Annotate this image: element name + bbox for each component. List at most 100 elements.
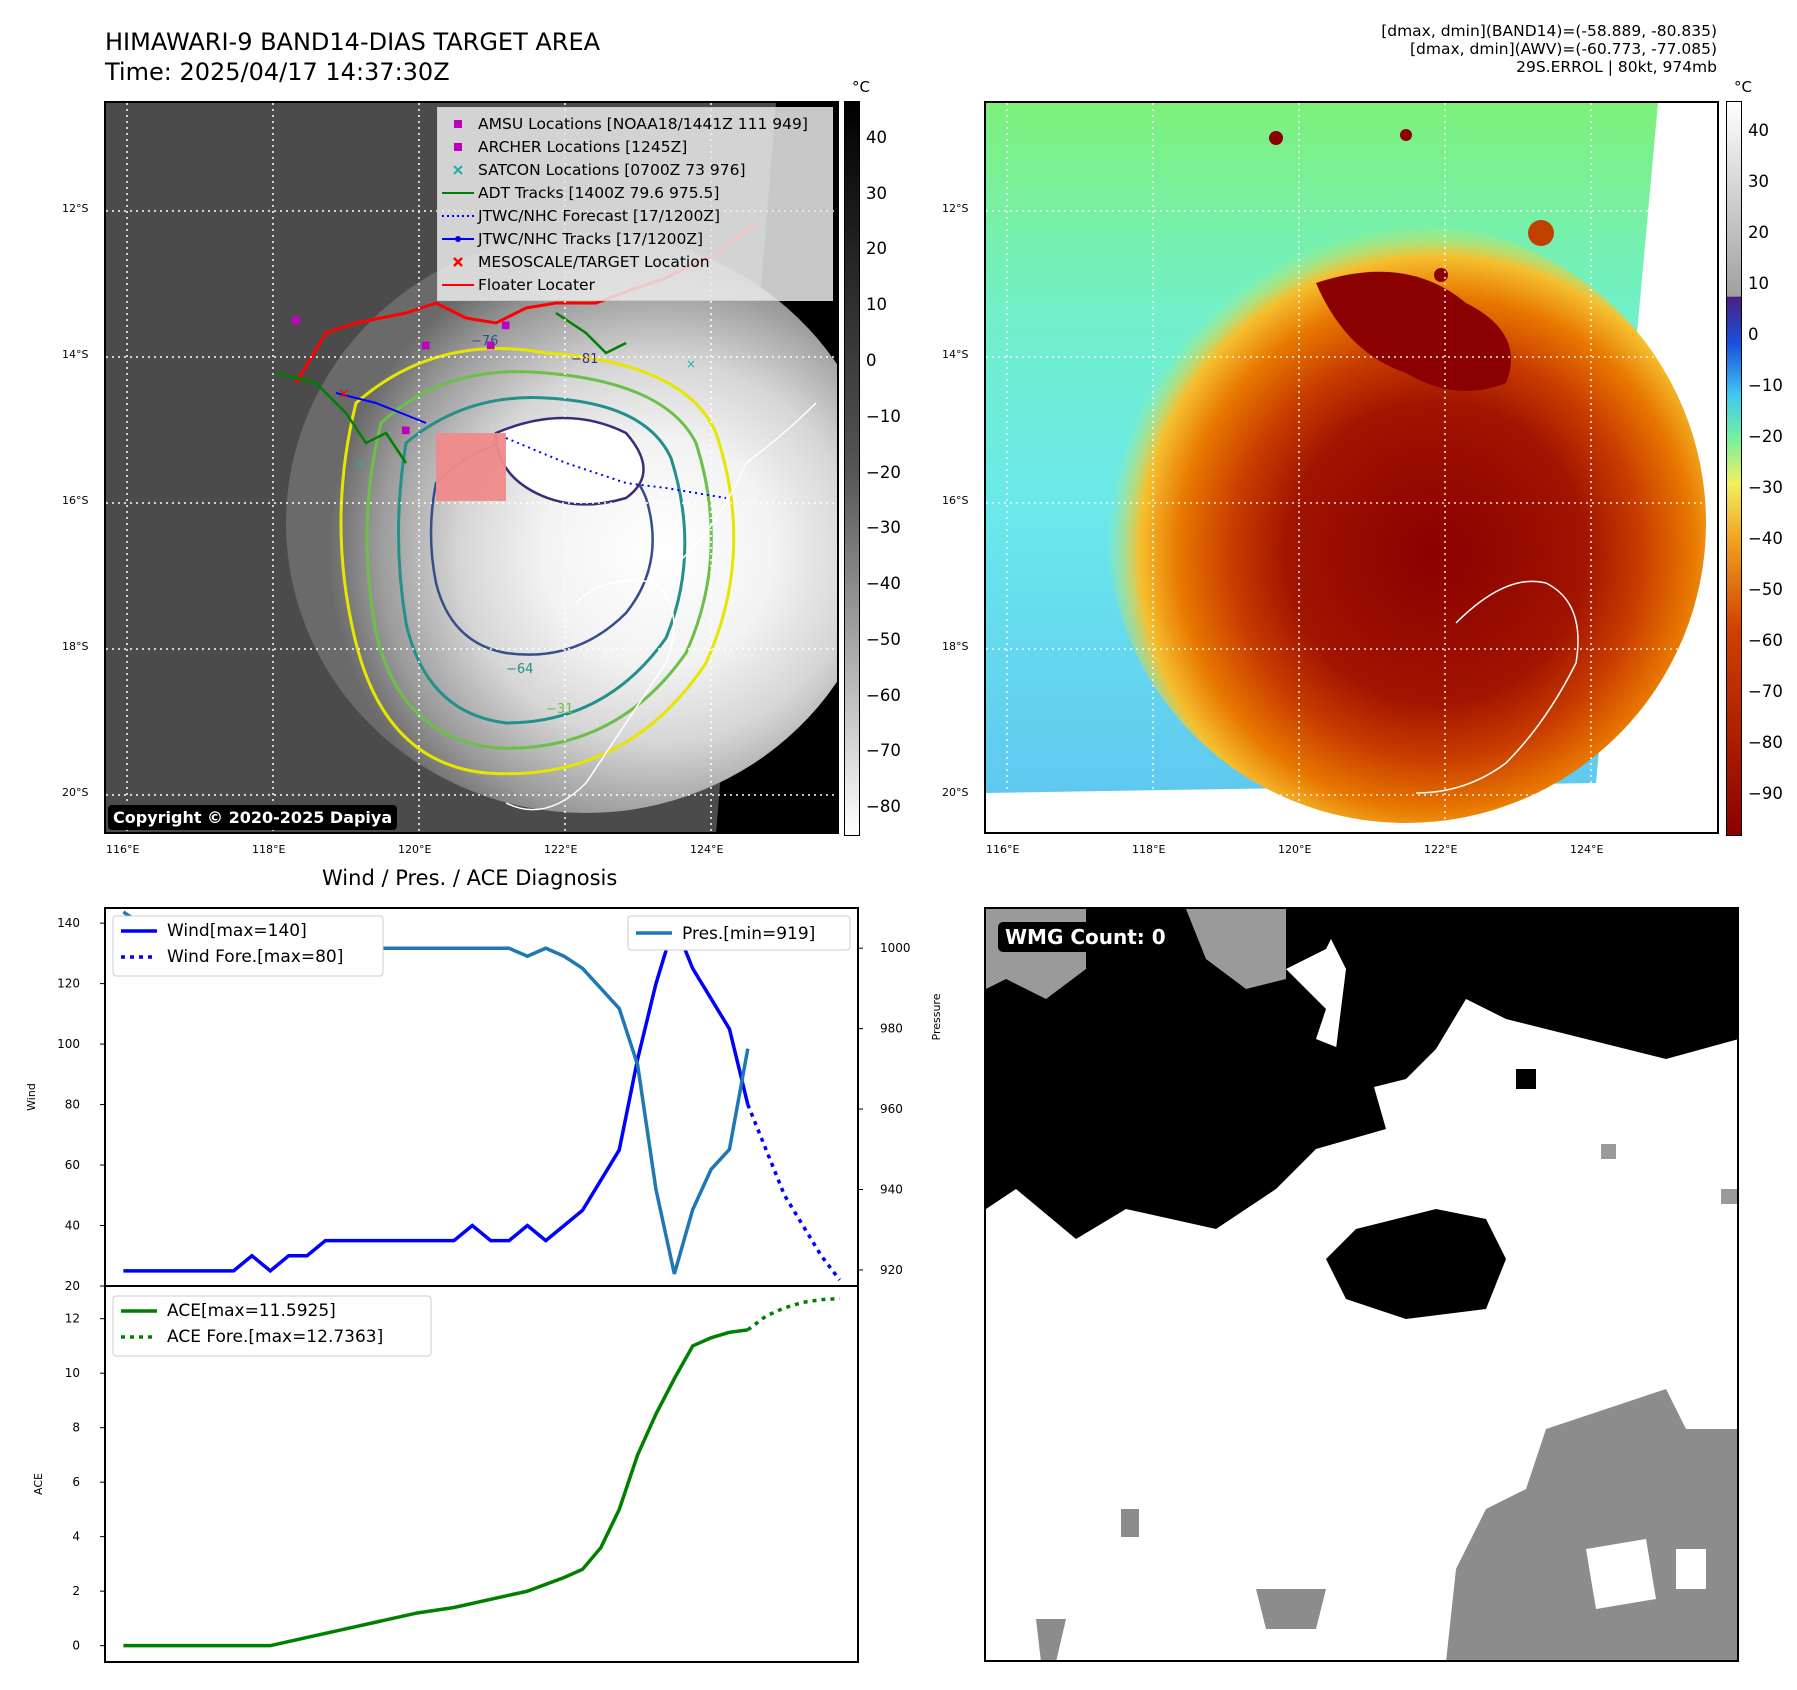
title-line-2: Time: 2025/04/17 14:37:30Z [105, 58, 450, 86]
y-tick-label: 8 [72, 1421, 80, 1435]
y-tick-label: 60 [65, 1158, 80, 1172]
map-legend: AMSU Locations [NOAA18/1441Z 111 949] AR… [437, 107, 833, 301]
series-line [123, 917, 713, 1274]
plot-frame [104, 1285, 859, 1663]
lat-label: 12°S [62, 202, 89, 215]
lon-label: 118°E [1132, 843, 1166, 856]
ir-map-panel: × ■ ■ ■ ■ ■ × × −76 −81 −64 −31 AMSU Loc… [104, 101, 839, 834]
svg-text:×: × [686, 357, 696, 371]
info-line-1: [dmax, dmin](BAND14)=(-58.889, -80.835) [1381, 22, 1717, 40]
svg-text:−31: −31 [546, 702, 573, 717]
y-tick-label: 80 [65, 1098, 80, 1112]
legend-item-archer: ARCHER Locations [1245Z] [438, 135, 832, 158]
y2-tick-label: 940 [880, 1182, 903, 1196]
y-tick-label: 140 [57, 916, 80, 930]
lat-label: 16°S [62, 494, 89, 507]
legend-label: JTWC/NHC Forecast [17/1200Z] [478, 206, 721, 225]
series-line [709, 997, 750, 1105]
legend-label: ARCHER Locations [1245Z] [478, 137, 688, 156]
wind-pressure-chart: 140 120 100 80 60 40 20 1000 980 960 940 920 Wind Pre… [25, 907, 943, 1290]
lat-label: 14°S [942, 348, 969, 361]
y-tick-label: 12 [65, 1312, 80, 1326]
lon-label: 120°E [1278, 843, 1312, 856]
y2-axis-label: Pressure [930, 993, 943, 1040]
colorbar-tick-label: 0 [1748, 324, 1759, 344]
legend-label: Floater Locater [478, 275, 595, 294]
svg-text:×: × [356, 457, 366, 471]
y-tick-label: 2 [72, 1584, 80, 1598]
svg-text:■: ■ [501, 320, 510, 331]
legend-label: MESOSCALE/TARGET Location [478, 252, 710, 271]
copyright-label: Copyright © 2020-2025 Dapiya [108, 805, 398, 830]
y-axis-label: Wind [25, 1083, 38, 1111]
series-line [746, 1103, 842, 1282]
diagnosis-title: Wind / Pres. / ACE Diagnosis [322, 866, 618, 890]
legend-label: AMSU Locations [NOAA18/1441Z 111 949] [478, 114, 808, 133]
svg-text:×: × [338, 386, 350, 402]
colorbar-tick-label: −50 [1748, 580, 1783, 600]
lat-label: 14°S [62, 348, 89, 361]
lon-label: 118°E [252, 843, 286, 856]
lon-label: 116°E [106, 843, 140, 856]
lat-label: 18°S [62, 640, 89, 653]
colorbar-tick-label: −60 [866, 685, 901, 705]
title-line-1: HIMAWARI-9 BAND14-DIAS TARGET AREA [105, 28, 601, 56]
series-line [123, 1328, 749, 1648]
legend-item-satcon: SATCON Locations [0700Z 73 976] [438, 158, 832, 181]
legend-box [112, 1295, 432, 1357]
info-block: [dmax, dmin](BAND14)=(-58.889, -80.835) … [1381, 22, 1717, 76]
legend-label: Wind Fore.[max=80] [167, 947, 343, 967]
colorbar-tick-label: −10 [866, 406, 901, 426]
legend-label: SATCON Locations [0700Z 73 976] [478, 160, 746, 179]
svg-text:−76: −76 [471, 334, 498, 349]
colorbar-unit: °C [852, 78, 870, 96]
legend-item-floater: Floater Locater [438, 273, 832, 296]
svg-text:■: ■ [486, 340, 495, 351]
square-marker-icon [438, 141, 478, 153]
y-tick-label: 0 [72, 1639, 80, 1653]
x-marker-icon [438, 256, 478, 268]
legend-label: JTWC/NHC Tracks [17/1200Z] [478, 229, 704, 248]
colorbar-tick-label: −30 [866, 518, 901, 538]
wmg-image [986, 909, 1737, 1660]
info-line-3: 29S.ERROL | 80kt, 974mb [1516, 58, 1717, 76]
line-icon [438, 280, 478, 290]
colorbar-tick-label: 30 [1748, 171, 1769, 191]
colorbar-tick-label: −40 [866, 574, 901, 594]
svg-text:■: ■ [291, 315, 300, 326]
colorbar-tick-label: −60 [1748, 631, 1783, 651]
y-tick-label: 10 [65, 1366, 80, 1380]
wmg-count-badge: WMG Count: 0 [998, 922, 1173, 952]
y-tick-label: 40 [65, 1219, 80, 1233]
x-marker-icon [438, 164, 478, 176]
lon-label: 124°E [1570, 843, 1604, 856]
colorbar-tick-label: −50 [866, 629, 901, 649]
line-dot-icon [438, 234, 478, 244]
colorbar-tick-label: −20 [1748, 426, 1783, 446]
colorbar-tick-label: −40 [1748, 529, 1783, 549]
legend-box [627, 915, 851, 951]
legend-item-mesoscale: MESOSCALE/TARGET Location [438, 250, 832, 273]
legend-box [112, 915, 384, 977]
colorbar-tick-label: −70 [1748, 682, 1783, 702]
legend-item-adt: ADT Tracks [1400Z 79.6 975.5] [438, 181, 832, 204]
colorbar-tick-label: −90 [1748, 784, 1783, 804]
legend-label: ADT Tracks [1400Z 79.6 975.5] [478, 183, 720, 202]
square-marker-icon [438, 118, 478, 130]
y-tick-label: 20 [65, 1279, 80, 1290]
svg-text:−64: −64 [506, 662, 533, 677]
colorbar-tick-label: 20 [1748, 222, 1769, 242]
colorbar-tick-label: 10 [1748, 273, 1769, 293]
legend-label: Pres.[min=919] [682, 924, 815, 944]
y2-tick-label: 1000 [880, 941, 911, 955]
legend-item-jtwc-forecast: JTWC/NHC Forecast [17/1200Z] [438, 204, 832, 227]
y2-tick-label: 920 [880, 1263, 903, 1277]
svg-text:■: ■ [421, 340, 430, 351]
lat-label: 20°S [942, 786, 969, 799]
lon-label: 122°E [544, 843, 578, 856]
color-ir-map-panel [984, 101, 1719, 834]
colorbar-tick-label: −80 [866, 797, 901, 817]
lon-label: 116°E [986, 843, 1020, 856]
colorbar-unit: °C [1734, 78, 1752, 96]
colorbar-tick-label: 40 [866, 127, 887, 147]
